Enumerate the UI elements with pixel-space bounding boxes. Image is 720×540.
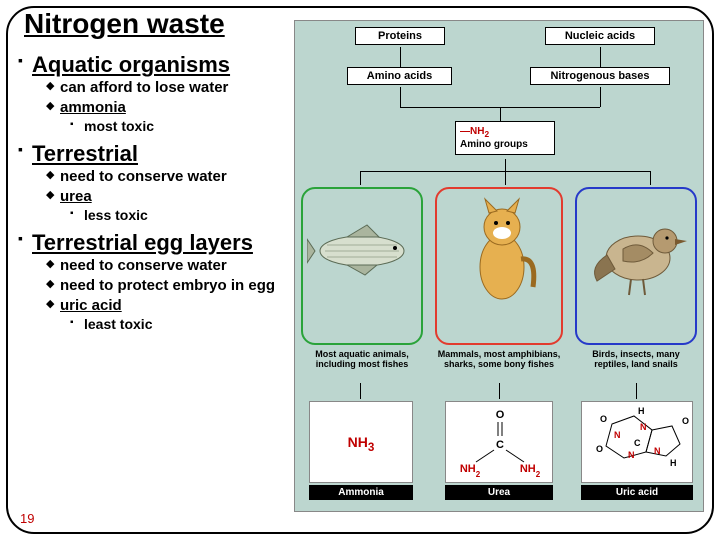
box-amino-groups: —NH2 Amino groups <box>455 121 555 155</box>
connector <box>360 171 361 185</box>
square-bullet-icon: ▪ <box>18 230 32 247</box>
box-nitrogenous-bases: Nitrogenous bases <box>530 67 670 85</box>
amino-groups-label: Amino groups <box>460 139 528 150</box>
bullet-item: ◆ urea <box>46 188 308 206</box>
bullet-item: ◆ need to protect embryo in egg <box>46 277 308 295</box>
sub-item: ▪ most toxic <box>70 118 308 135</box>
caption-mammals: Mammals, most amphibians, sharks, some b… <box>435 349 563 370</box>
svg-text:O: O <box>496 409 505 421</box>
fish-icon <box>307 221 417 281</box>
heading-text: Terrestrial egg layers <box>32 230 253 255</box>
sub-text: less toxic <box>84 207 148 224</box>
section-heading: ▪ Aquatic organisms <box>18 52 308 77</box>
bird-icon <box>583 203 693 303</box>
slide-title: Nitrogen waste <box>24 8 225 40</box>
svg-text:C: C <box>496 439 504 451</box>
slide-number: 19 <box>20 511 34 526</box>
sub-item: ▪ least toxic <box>70 316 308 333</box>
connector <box>400 47 401 67</box>
sub-item: ▪ less toxic <box>70 207 308 224</box>
item-text: need to conserve water <box>60 168 227 186</box>
bullet-item: ◆ need to conserve water <box>46 168 308 186</box>
item-text: can afford to lose water <box>60 79 228 97</box>
bullet-item: ◆ ammonia <box>46 99 308 117</box>
label-uric-acid: Uric acid <box>581 485 693 500</box>
sub-text: most toxic <box>84 118 154 135</box>
connector <box>505 159 506 171</box>
connector <box>600 47 601 67</box>
svg-text:O: O <box>596 444 603 454</box>
nh2-formula: —NH2 <box>460 126 489 137</box>
ammonia-formula: NH3 <box>310 434 412 454</box>
label-ammonia: Ammonia <box>309 485 413 500</box>
item-text: ammonia <box>60 99 126 117</box>
section-heading: ▪ Terrestrial egg layers <box>18 230 308 255</box>
diamond-bullet-icon: ◆ <box>46 168 60 183</box>
uric-acid-structure-icon: O H O O H N N N N C <box>582 402 694 484</box>
square-bullet-icon: ▪ <box>18 141 32 158</box>
connector <box>505 171 506 185</box>
box-proteins: Proteins <box>355 27 445 45</box>
diamond-bullet-icon: ◆ <box>46 99 60 114</box>
svg-text:O: O <box>600 414 607 424</box>
section-heading: ▪ Terrestrial <box>18 141 308 166</box>
diamond-bullet-icon: ◆ <box>46 297 60 312</box>
bullet-item: ◆ can afford to lose water <box>46 79 308 97</box>
svg-text:O: O <box>682 416 689 426</box>
heading-text: Aquatic organisms <box>32 52 230 77</box>
diamond-bullet-icon: ◆ <box>46 257 60 272</box>
bullet-item: ◆ need to conserve water <box>46 257 308 275</box>
svg-text:N: N <box>654 446 661 456</box>
connector <box>500 107 501 121</box>
connector <box>499 383 500 399</box>
svg-text:H: H <box>638 406 645 416</box>
caption-birds: Birds, insects, many reptiles, land snai… <box>575 349 697 370</box>
sub-text: least toxic <box>84 316 152 333</box>
caption-aquatic: Most aquatic animals, including most fis… <box>301 349 423 370</box>
chem-ammonia: NH3 <box>309 401 413 483</box>
diamond-bullet-icon: ◆ <box>46 277 60 292</box>
svg-text:N: N <box>640 422 647 432</box>
cat-icon <box>463 197 541 307</box>
connector <box>400 87 401 107</box>
square-bullet-icon: ▪ <box>70 118 84 132</box>
svg-text:H: H <box>670 458 677 468</box>
nitrogen-waste-diagram: Proteins Nucleic acids Amino acids Nitro… <box>294 20 704 512</box>
box-amino-acids: Amino acids <box>347 67 452 85</box>
svg-text:N: N <box>614 430 621 440</box>
item-text: urea <box>60 188 92 206</box>
outline: ▪ Aquatic organisms ◆ can afford to lose… <box>18 48 308 333</box>
chem-urea: O C NH2 NH2 <box>445 401 553 483</box>
label-urea: Urea <box>445 485 553 500</box>
connector <box>600 87 601 107</box>
urea-structure-icon: O C NH2 NH2 <box>446 402 554 484</box>
box-nucleic-acids: Nucleic acids <box>545 27 655 45</box>
svg-text:NH2: NH2 <box>460 463 481 479</box>
bullet-item: ◆ uric acid <box>46 297 308 315</box>
svg-text:N: N <box>628 450 635 460</box>
square-bullet-icon: ▪ <box>70 207 84 221</box>
item-text: need to conserve water <box>60 257 227 275</box>
connector <box>636 383 637 399</box>
item-text: need to protect embryo in egg <box>60 277 275 295</box>
diamond-bullet-icon: ◆ <box>46 79 60 94</box>
svg-text:NH2: NH2 <box>520 463 541 479</box>
item-text: uric acid <box>60 297 122 315</box>
square-bullet-icon: ▪ <box>18 52 32 69</box>
square-bullet-icon: ▪ <box>70 316 84 330</box>
diamond-bullet-icon: ◆ <box>46 188 60 203</box>
svg-text:C: C <box>634 438 641 448</box>
connector <box>650 171 651 185</box>
chem-uric-acid: O H O O H N N N N C <box>581 401 693 483</box>
heading-text: Terrestrial <box>32 141 138 166</box>
connector <box>360 383 361 399</box>
